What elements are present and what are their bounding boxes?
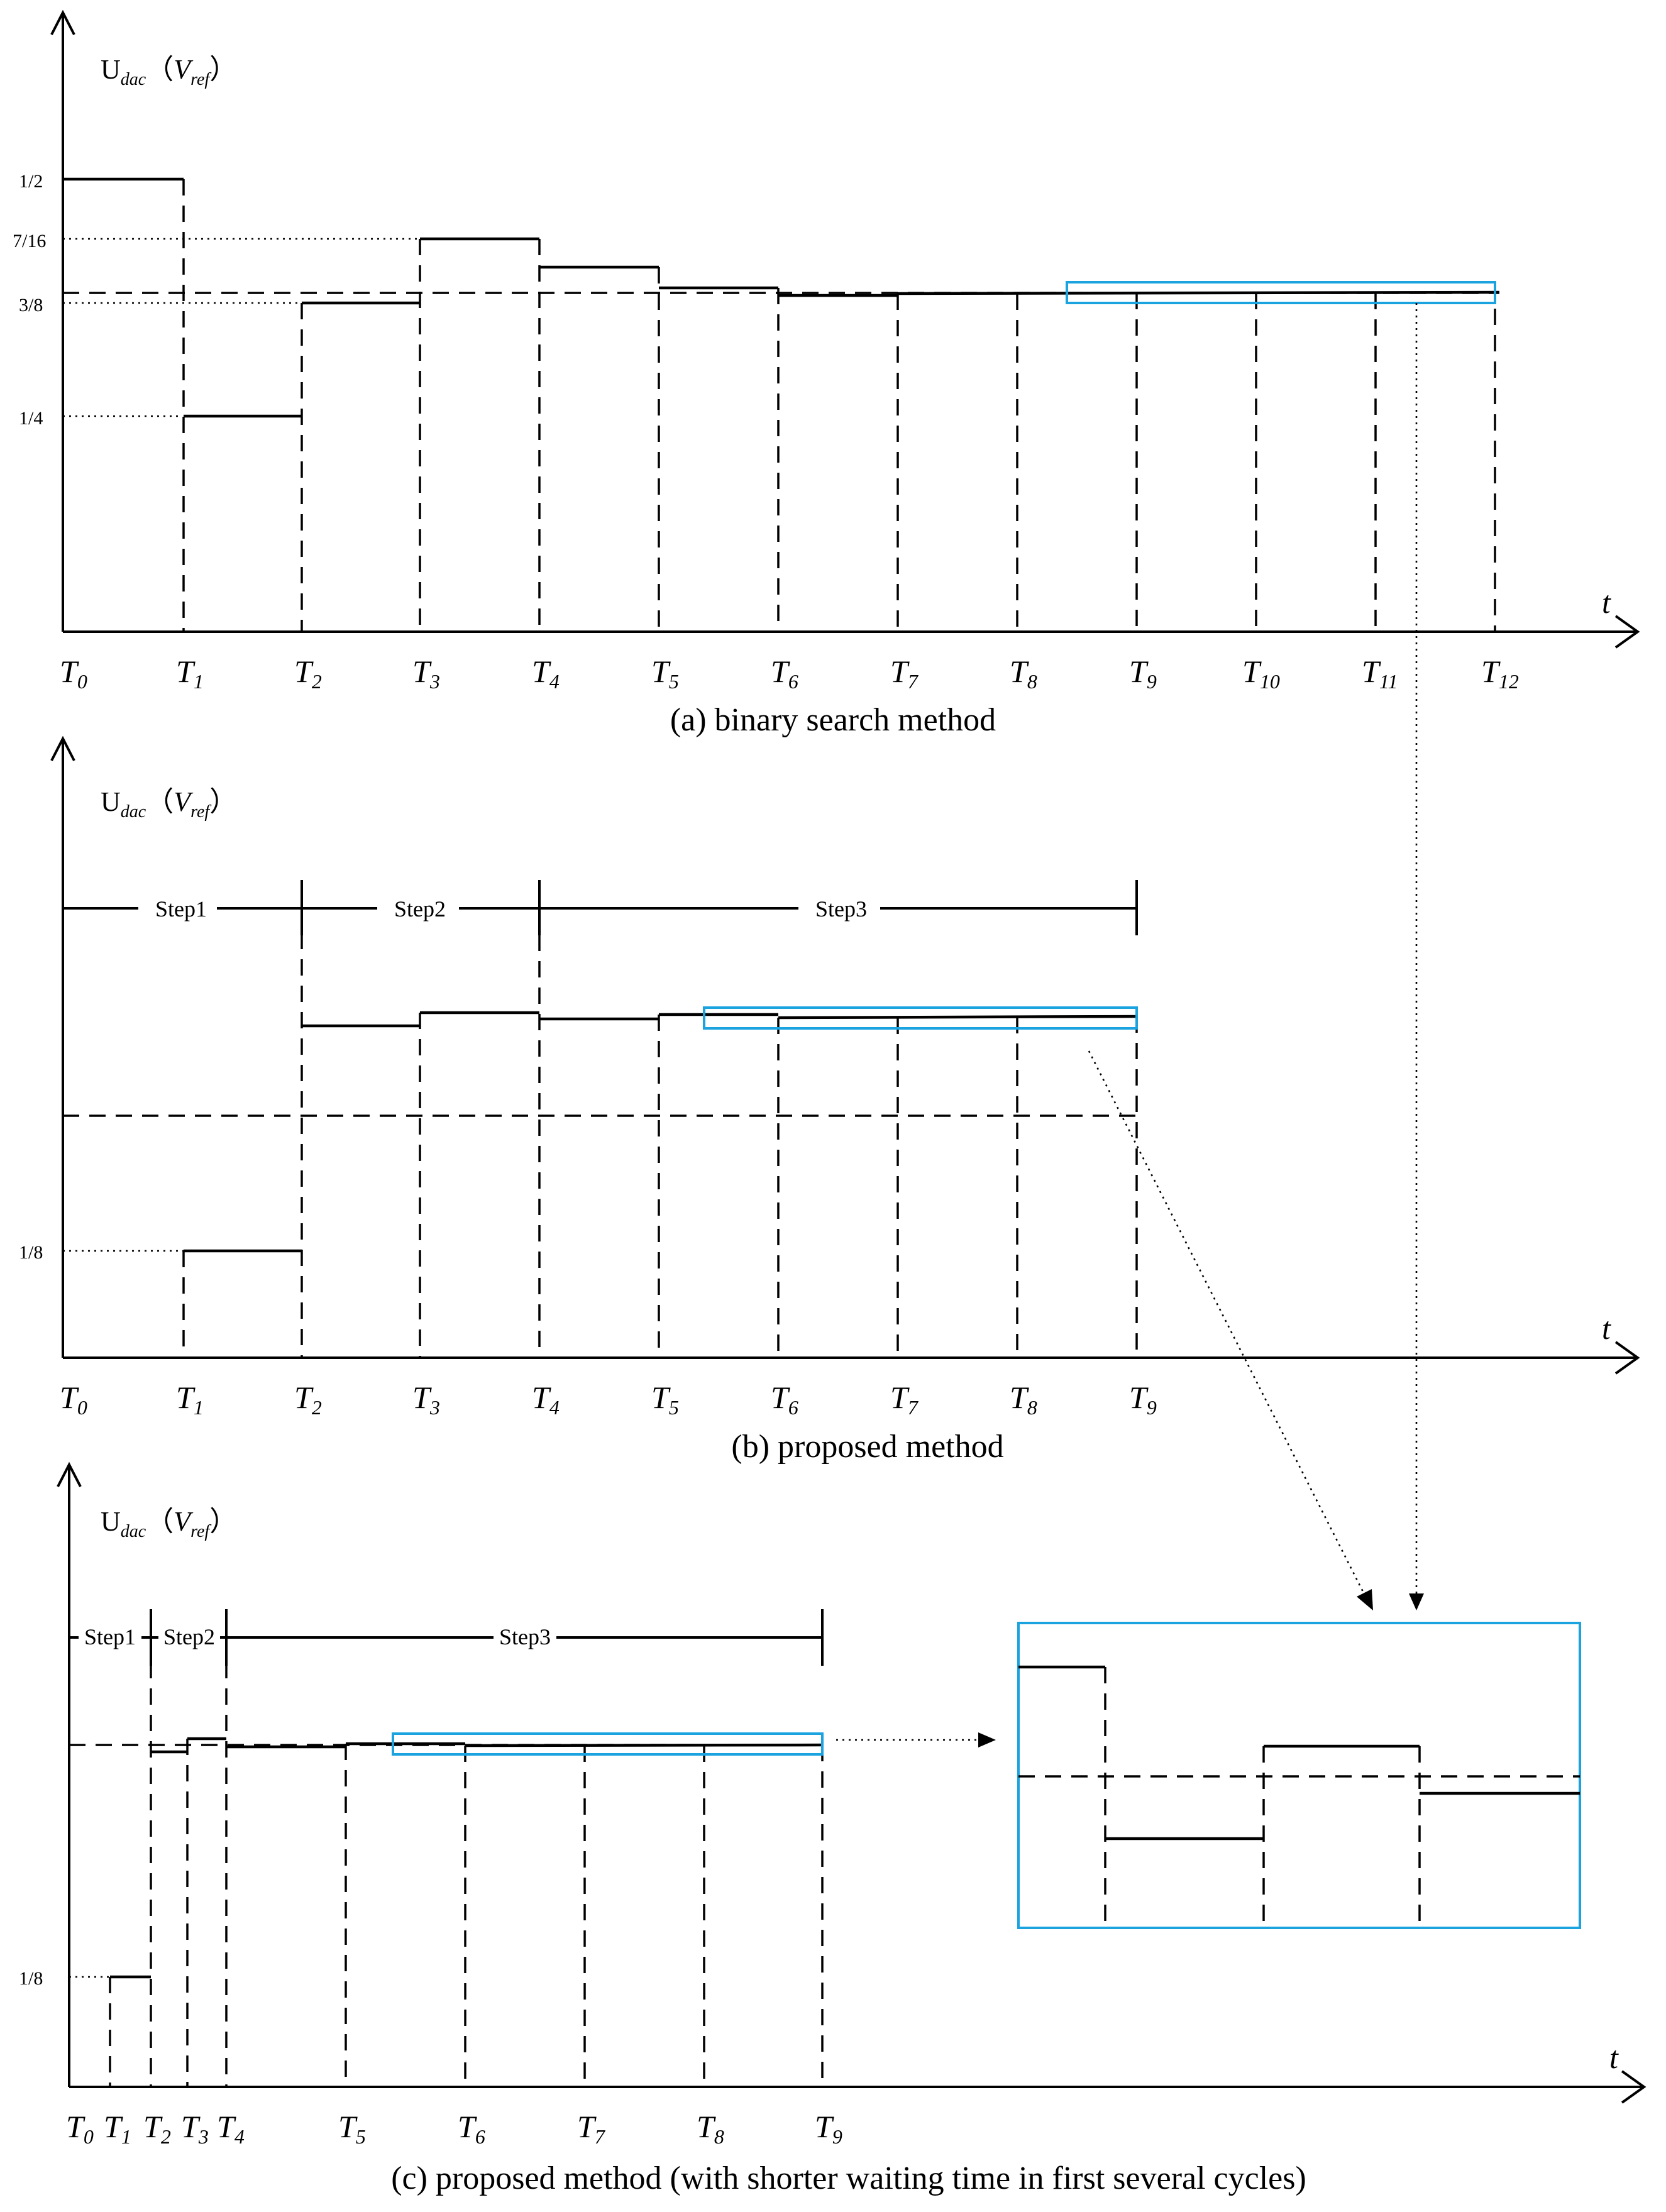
panel-a-step-7-to-12 [897, 290, 1500, 295]
panel-c-tlabel-T6: T6 [458, 2109, 485, 2148]
panel-b-step-6-to-9 [778, 1015, 1137, 1020]
panel-a-tlabel-T2: T2 [294, 654, 322, 693]
panel-c-step2-bg [158, 1627, 220, 1648]
panel-a-tlabel-T0: T0 [60, 654, 87, 693]
panel-c-tlabel-T2: T2 [143, 2109, 171, 2148]
panel-b-y-label: Udac（Vref） [101, 786, 237, 822]
zoom-inset [1017, 1622, 1581, 1929]
panel-a-tlabel-T9: T9 [1129, 654, 1157, 693]
panel-a-y-arrow [50, 9, 75, 35]
panel-c-y-arrow [57, 1461, 82, 1487]
panel-a-tlabel-T10: T10 [1242, 654, 1280, 693]
pointer-from-panel-b-head [1357, 1589, 1373, 1610]
panel-a: t Udac（Vref） 1/2 7/16 3/8 1/4 [13, 9, 1640, 738]
panel-c-tlabel-T1: T1 [104, 2109, 131, 2148]
panel-c-tlabel-T7: T7 [577, 2109, 606, 2148]
panel-a-tlabel-T12: T12 [1481, 654, 1519, 693]
panel-c-tlabel-T0: T0 [66, 2109, 94, 2148]
panel-b-step2-label: Step2 [394, 896, 446, 922]
panel-b-zoom-region [703, 1006, 1138, 1030]
panel-b-time-labels: T0 T1 T2 T3 T4 T5 T6 T7 T8 T9 [60, 1380, 1157, 1419]
panel-c-ytick-1-8: 1/8 [19, 1968, 43, 1989]
panel-b-step1-label: Step1 [155, 896, 207, 922]
panel-b-y-arrow [50, 735, 75, 761]
pointer-from-panel-b [1088, 1050, 1367, 1597]
panel-c-step3-bg [494, 1627, 556, 1648]
panel-a-tlabel-T6: T6 [771, 654, 798, 693]
panel-a-t-label: t [1602, 585, 1611, 620]
panel-b-tlabel-T3: T3 [412, 1380, 440, 1419]
pointer-from-panel-a-head [1409, 1593, 1424, 1610]
panel-c-step-6-to-9 [465, 1743, 823, 1747]
panel-a-caption: (a) binary search method [670, 702, 996, 738]
panel-b-tlabel-T4: T4 [532, 1380, 560, 1419]
panel-b-t-arrow [1614, 1341, 1640, 1375]
panel-b-tlabel-T7: T7 [890, 1380, 919, 1419]
panel-b-t-label: t [1602, 1311, 1611, 1346]
panel-a-ytick-7-16: 7/16 [13, 231, 46, 251]
panel-c-step1-bg [79, 1627, 141, 1648]
panel-c-time-labels: T0 T1 T2 T3 T4 T5 T6 T7 T8 T9 [66, 2109, 842, 2148]
panel-a-y-label: Udac（Vref） [101, 54, 237, 89]
panel-a-tlabel-T8: T8 [1010, 654, 1037, 693]
panel-a-tlabel-T11: T11 [1362, 654, 1398, 693]
panel-b-tlabel-T8: T8 [1010, 1380, 1037, 1419]
panel-b-ytick-1-8: 1/8 [19, 1242, 43, 1263]
panel-a-t-arrow [1614, 615, 1640, 649]
panel-b-step2-bg [377, 896, 459, 921]
panel-b-caption: (b) proposed method [731, 1429, 1003, 1465]
panel-c-tlabel-T9: T9 [815, 2109, 842, 2148]
panel-b-step1-bg [138, 896, 217, 921]
panel-c-tlabel-T4: T4 [217, 2109, 245, 2148]
panel-b-tlabel-T1: T1 [176, 1380, 204, 1419]
panel-a-tlabel-T4: T4 [532, 654, 560, 693]
panel-c-step3-label: Step3 [499, 1624, 551, 1649]
panel-b-step3-label: Step3 [815, 896, 867, 922]
panel-a-zoom-region [1066, 281, 1496, 304]
panel-a-tlabel-T1: T1 [176, 654, 204, 693]
panel-c-caption: (c) proposed method (with shorter waitin… [391, 2160, 1306, 2196]
panel-b-tlabel-T9: T9 [1129, 1380, 1157, 1419]
panel-a-tlabel-T7: T7 [890, 654, 919, 693]
panel-c-zoom-region [392, 1732, 824, 1756]
panel-b-tlabel-T0: T0 [60, 1380, 87, 1419]
panel-b-step3-bg [798, 896, 880, 921]
panel-a-tlabel-T3: T3 [412, 654, 440, 693]
panel-c-tlabel-T8: T8 [697, 2109, 724, 2148]
panel-b-tlabel-T6: T6 [771, 1380, 798, 1419]
panel-c-t-arrow [1621, 2070, 1647, 2104]
panel-b: t Udac（Vref） Step1 Step2 Step3 1/8 [19, 735, 1640, 1465]
panel-a-tlabel-T5: T5 [651, 654, 679, 693]
panel-c-tlabel-T3: T3 [181, 2109, 209, 2148]
panel-b-tlabel-T2: T2 [294, 1380, 322, 1419]
pointer-from-panel-c-head [978, 1732, 996, 1747]
panel-a-time-labels: T0 T1 T2 T3 T4 T5 T6 T7 T8 T9 T10 T11 T1… [60, 654, 1519, 693]
panel-c: t Udac（Vref） Step1 Step2 Step3 1/8 [19, 1461, 1647, 2196]
panel-b-tlabel-T5: T5 [651, 1380, 679, 1419]
panel-a-ytick-1-4: 1/4 [19, 408, 43, 429]
panel-c-t-label: t [1609, 2040, 1619, 2075]
panel-c-step1-label: Step1 [84, 1624, 136, 1649]
zoom-pointers [836, 303, 1424, 1747]
panel-a-ytick-1-2: 1/2 [19, 171, 43, 192]
panel-c-step2-label: Step2 [163, 1624, 215, 1649]
panel-c-y-label: Udac（Vref） [101, 1506, 237, 1541]
panel-c-tlabel-T5: T5 [338, 2109, 366, 2148]
panel-a-ytick-3-8: 3/8 [19, 295, 43, 316]
